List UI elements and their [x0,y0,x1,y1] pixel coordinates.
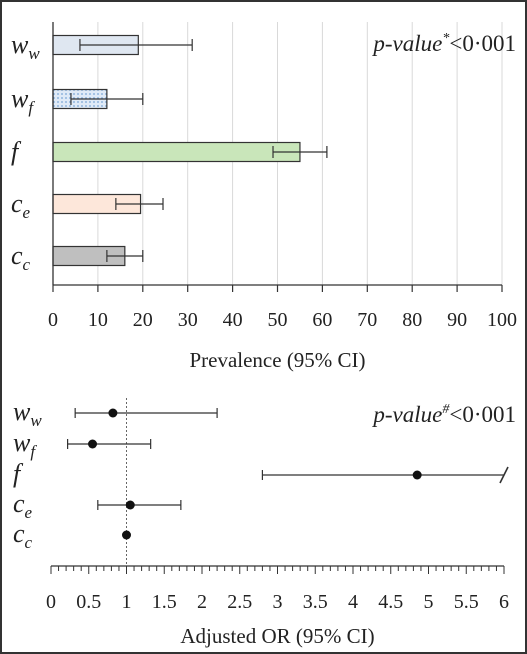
p-value-superscript: * [442,31,449,46]
category-label-base: w [13,397,31,426]
x-tick-label: 3.5 [303,591,328,613]
x-tick-label: 80 [402,309,422,331]
point-estimate [88,439,98,449]
p-value-superscript: # [442,402,450,417]
category-label: f [11,137,22,166]
x-tick-label: 40 [223,309,243,331]
category-label: ww [11,30,40,63]
p-value-label: p-value [371,31,442,56]
x-tick-label: 3 [273,591,283,613]
point-estimate [122,530,131,540]
x-tick-label: 100 [487,309,517,331]
category-label-subscript: f [30,442,37,461]
category-label-subscript: e [23,203,31,222]
category-label-base: c [11,241,23,270]
x-tick-label: 50 [268,309,288,331]
category-label-subscript: c [23,255,31,274]
category-label-subscript: c [25,533,33,552]
category-label-subscript: f [28,98,35,117]
category-label: ce [13,489,33,522]
x-tick-label: 4.5 [378,591,403,613]
bar [52,141,301,163]
p-value-annotation: p-value#<0·001 [371,402,516,427]
category-label-subscript: w [30,411,42,430]
x-axis-title: Prevalence (95% CI) [189,348,365,372]
x-tick-label: 20 [133,309,153,331]
category-label: wf [13,428,37,461]
point-estimate [412,470,422,480]
ci-truncation-mark [499,466,509,484]
category-label: wf [11,84,35,117]
category-label: ce [11,189,31,222]
category-label: f [13,459,24,488]
x-tick-label: 5 [424,591,434,613]
x-tick-label: 60 [312,309,332,331]
category-label-base: c [11,189,23,218]
x-tick-label: 0 [46,591,56,613]
x-tick-label: 90 [447,309,467,331]
x-tick-label: 4 [348,591,358,613]
category-label-base: w [11,30,29,59]
x-tick-label: 0.5 [76,591,101,613]
x-tick-label: 6 [499,591,509,613]
category-label-subscript: e [25,503,33,522]
category-label-base: w [11,84,29,113]
category-label-base: c [13,519,25,548]
x-tick-label: 2.5 [227,591,252,613]
p-value-annotation: p-value*<0·001 [371,31,516,56]
category-label-base: f [13,459,24,488]
x-axis-title: Adjusted OR (95% CI) [180,624,374,648]
category-label: ww [13,397,42,430]
x-tick-label: 5.5 [454,591,479,613]
category-label-subscript: w [28,44,40,63]
p-value-threshold: <0·001 [449,402,516,427]
category-label-base: w [13,428,31,457]
category-label: cc [13,519,33,552]
category-label: cc [11,241,31,274]
p-value-threshold: <0·001 [449,31,516,56]
x-tick-label: 30 [178,309,198,331]
x-tick-label: 1.5 [152,591,177,613]
p-value-label: p-value [371,402,442,427]
x-tick-label: 2 [197,591,207,613]
category-label-base: c [13,489,25,518]
x-tick-label: 70 [357,309,377,331]
point-estimate [108,408,118,418]
category-label-base: f [11,137,22,166]
point-estimate [125,500,135,510]
x-tick-label: 0 [48,309,58,331]
x-tick-label: 10 [88,309,108,331]
x-tick-label: 1 [122,591,132,613]
